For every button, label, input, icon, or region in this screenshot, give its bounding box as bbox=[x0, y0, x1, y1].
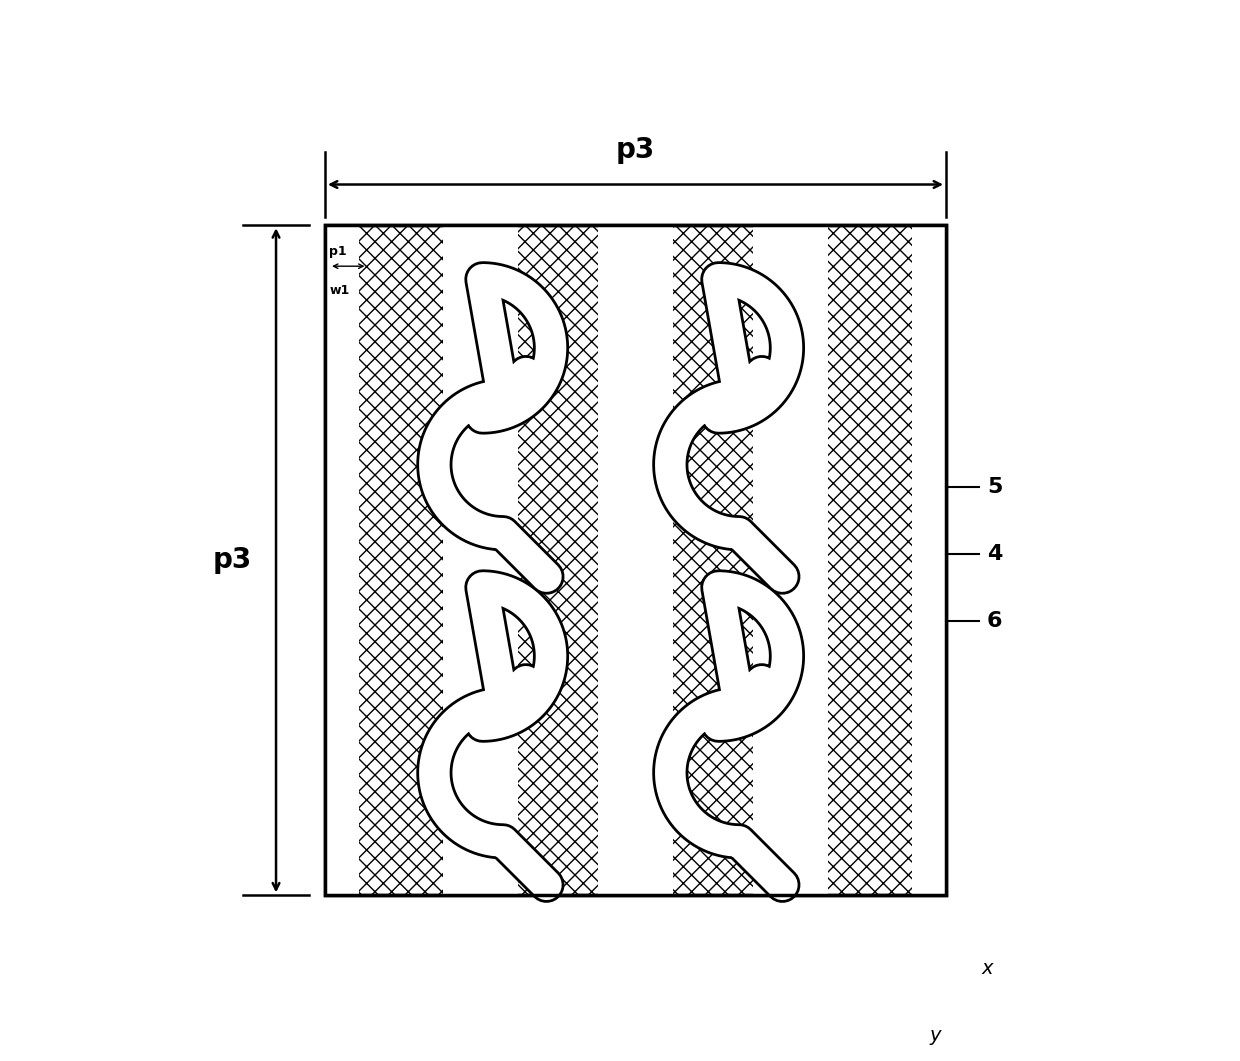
Text: 6: 6 bbox=[987, 611, 1002, 630]
Text: x: x bbox=[981, 959, 992, 978]
Bar bbox=[754, 225, 828, 895]
Bar bbox=[325, 225, 946, 895]
Text: p1: p1 bbox=[329, 245, 347, 258]
Bar bbox=[598, 225, 673, 895]
Text: 5: 5 bbox=[987, 476, 1002, 497]
Bar bbox=[443, 225, 517, 895]
Text: w1: w1 bbox=[329, 284, 350, 297]
Text: p3: p3 bbox=[212, 546, 252, 574]
Bar bbox=[911, 225, 946, 895]
Text: p3: p3 bbox=[616, 136, 655, 164]
Bar bbox=[325, 225, 360, 895]
Text: 4: 4 bbox=[987, 543, 1002, 563]
Text: y: y bbox=[930, 1026, 941, 1045]
Bar bbox=[325, 225, 946, 895]
